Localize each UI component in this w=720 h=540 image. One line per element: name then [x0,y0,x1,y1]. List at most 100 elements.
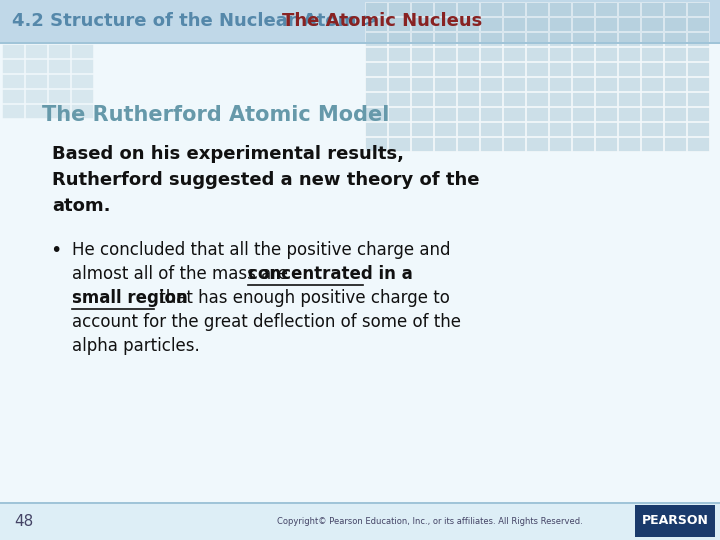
Bar [595,62,617,76]
Bar [526,62,548,76]
Text: PEARSON: PEARSON [642,515,708,528]
Bar [572,122,594,136]
Bar [664,122,686,136]
Bar [457,122,479,136]
Bar [549,92,571,106]
Bar [457,62,479,76]
Bar [687,62,709,76]
Text: small region: small region [72,289,188,307]
Bar [434,17,456,31]
Bar [595,107,617,121]
Bar [595,92,617,106]
Bar [618,137,640,151]
Bar [411,47,433,61]
Bar [365,77,387,91]
Bar [641,92,663,106]
Bar [434,92,456,106]
Bar [388,17,410,31]
Bar [664,62,686,76]
Bar [526,2,548,16]
Bar [572,137,594,151]
Bar [457,92,479,106]
Bar [434,107,456,121]
Text: The Atomic Nucleus: The Atomic Nucleus [282,12,482,30]
Bar [549,32,571,46]
Bar [388,77,410,91]
Text: account for the great deflection of some of the: account for the great deflection of some… [72,313,461,331]
Bar [457,2,479,16]
Bar [71,74,93,88]
Bar [687,32,709,46]
Bar [48,59,70,73]
Bar [503,62,525,76]
Bar [618,77,640,91]
Text: Rutherford suggested a new theory of the: Rutherford suggested a new theory of the [52,171,480,189]
Bar [48,104,70,118]
Bar [434,32,456,46]
Bar [687,77,709,91]
Bar [641,137,663,151]
Bar [687,47,709,61]
Bar [549,122,571,136]
Bar [635,505,715,537]
Bar [434,2,456,16]
Bar [411,62,433,76]
Bar [480,137,502,151]
Bar [618,17,640,31]
Bar [595,137,617,151]
Bar [503,47,525,61]
Bar [365,47,387,61]
Bar [388,2,410,16]
Bar [365,122,387,136]
Bar [365,137,387,151]
Bar [503,107,525,121]
Bar [411,32,433,46]
Bar [687,17,709,31]
Bar [526,32,548,46]
Bar [618,2,640,16]
Bar [411,92,433,106]
Bar [434,137,456,151]
Bar [365,107,387,121]
Text: He concluded that all the positive charge and: He concluded that all the positive charg… [72,241,451,259]
Bar [572,2,594,16]
Bar [572,17,594,31]
Bar [595,2,617,16]
Bar [503,122,525,136]
Bar [526,47,548,61]
Bar [618,122,640,136]
Bar [2,59,24,73]
Bar [48,44,70,58]
Bar [2,89,24,103]
Bar [664,32,686,46]
Bar [595,17,617,31]
Bar [411,137,433,151]
Bar [411,122,433,136]
Text: 48: 48 [14,514,33,529]
Bar [411,77,433,91]
Bar [48,89,70,103]
Bar [503,92,525,106]
Bar [549,77,571,91]
Bar [365,62,387,76]
Bar [526,17,548,31]
Bar [0,502,720,503]
Bar [411,17,433,31]
Bar [664,17,686,31]
Bar [480,2,502,16]
Bar [526,122,548,136]
Text: The Rutherford Atomic Model: The Rutherford Atomic Model [42,105,390,125]
Bar [388,137,410,151]
Bar [25,89,47,103]
Bar [641,2,663,16]
Bar [618,47,640,61]
Bar [526,107,548,121]
Bar [0,502,720,540]
Text: concentrated in a: concentrated in a [248,265,413,283]
Bar [434,122,456,136]
Bar [503,77,525,91]
Bar [434,62,456,76]
Bar [618,92,640,106]
Bar [503,2,525,16]
Text: alpha particles.: alpha particles. [72,337,199,355]
